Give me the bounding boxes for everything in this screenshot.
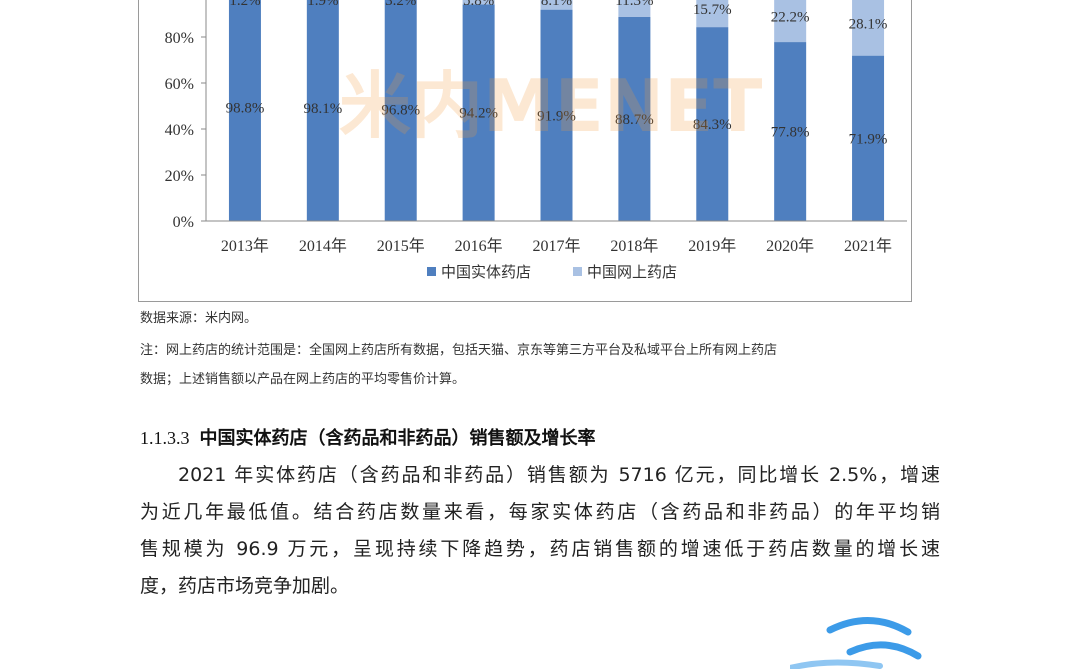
data-label: 96.8% [381,103,420,119]
bar-online-3 [462,0,495,5]
bar-online-5 [618,0,651,17]
bar-online-4 [540,0,573,10]
scope-note-line-2: 数据；上述销售额以产品在网上药店的平均零售价计算。 [140,372,466,387]
paragraph-line-3: 售规模为 96.9 万元，呈现持续下降趋势，药店销售额的增速低于药店数量的增长速 [140,538,940,560]
paragraph-line-4: 度，药店市场竞争加剧。 [140,575,350,597]
stacked-bar-chart: 2013年 2014年 2015年 2016年 2017年 2018年 2019年 2020年… [165,0,907,281]
bar-online-7 [774,0,807,43]
data-label: 8.1% [541,0,572,9]
data-label: 88.7% [615,112,654,128]
bar-physical-1 [306,0,339,222]
data-label: 77.8% [771,125,810,141]
bar-physical-3 [462,4,495,222]
x-tick-label: 2019年 [688,237,736,255]
watermark: 米内MENET [339,64,762,148]
x-tick-label: 2020年 [766,237,814,255]
data-label: 28.1% [849,16,888,32]
y-tick-label: 40% [165,122,194,139]
paragraph-line-1: 2021 年实体药店（含药品和非药品）销售额为 5716 亿元，同比增长 2.5… [178,464,940,486]
bar-physical-2 [384,0,417,221]
data-label: 3.2% [385,0,416,9]
data-label: 22.2% [771,10,810,26]
x-tick-label: 2021年 [844,237,892,255]
scope-note-line-1: 注：网上药店的统计范围是：全国网上药店所有数据，包括天猫、京东等第三方平台及私域… [140,343,778,358]
y-tick-label: 60% [165,76,194,93]
x-tick-label: 2016年 [455,237,503,255]
x-tick-label: 2014年 [299,237,347,255]
legend-label-online: 中国网上药店 [587,263,677,281]
y-tick-label: 80% [165,30,194,47]
section-number: 1.1.3.3 [140,428,190,448]
x-tick-label: 2018年 [610,237,658,255]
handwritten-scribble [790,617,922,669]
data-label: 11.3% [615,0,653,9]
data-label: 5.8% [463,0,494,9]
bar-physical-4 [540,9,573,221]
bar-online-6 [696,0,729,28]
data-label: 91.9% [537,108,576,124]
data-label: 1.9% [307,0,338,9]
bar-online-8 [852,0,885,56]
y-tick-label: 0% [173,214,194,231]
y-tick-label: 20% [165,168,194,185]
data-label: 15.7% [693,2,732,18]
source-note: 数据来源：米内网。 [140,311,258,326]
x-tick-label: 2017年 [532,237,580,255]
data-label: 71.9% [849,131,888,147]
legend-swatch-online [573,267,582,276]
bar-physical-8 [852,55,885,221]
data-label: 84.3% [693,117,732,133]
data-label: 98.1% [303,101,342,117]
data-label: 94.2% [459,106,498,122]
bar-physical-6 [696,27,729,221]
x-tick-label: 2015年 [377,237,425,255]
paragraph-line-2: 为近几年最低值。结合药店数量来看，每家实体药店（含药品和非药品）的年平均销 [140,501,940,523]
bar-physical-0 [228,0,261,222]
bar-physical-7 [774,42,807,222]
chart-frame: 2013年 2014年 2015年 2016年 2017年 2018年 2019年 2020年… [138,0,912,302]
body-paragraph: 2021 年实体药店（含药品和非药品）销售额为 5716 亿元，同比增长 2.5… [140,457,940,605]
legend-label-physical: 中国实体药店 [441,263,531,281]
bar-physical-5 [618,16,651,221]
data-label: 1.2% [229,0,260,9]
legend-swatch-physical [427,267,436,276]
section-heading: 1.1.3.3 中国实体药店（含药品和非药品）销售额及增长率 [140,424,596,450]
x-tick-label: 2013年 [221,237,269,255]
data-label: 98.8% [226,100,265,116]
section-title: 中国实体药店（含药品和非药品）销售额及增长率 [199,428,596,449]
